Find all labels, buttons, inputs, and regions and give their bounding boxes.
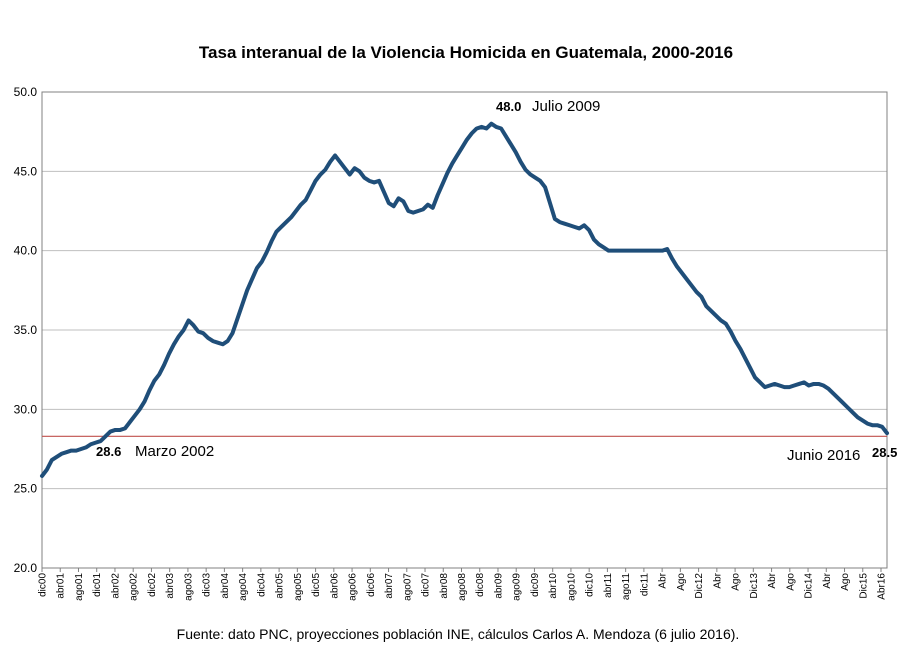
x-tick-label: dic11 (639, 573, 650, 597)
x-tick-label: dic02 (147, 573, 158, 597)
x-tick-label: ago08 (457, 573, 468, 601)
x-tick-label: abr03 (165, 573, 176, 599)
annotation-peak-label: Julio 2009 (532, 98, 600, 115)
annotation-end-value: 28.5 (872, 445, 897, 460)
x-tick-label: Dic14 (804, 573, 815, 599)
x-tick-label: abr02 (110, 573, 121, 599)
x-tick-label: Abr (767, 572, 778, 588)
annotation-min-2002-label: Marzo 2002 (135, 443, 214, 460)
x-tick-label: dic06 (366, 573, 377, 597)
x-tick-label: Abr (658, 572, 669, 588)
x-tick-label: dic09 (530, 573, 541, 597)
plot-frame (41, 91, 888, 569)
x-tick-label: Abr16 (877, 573, 888, 600)
x-tick-label: ago02 (129, 573, 140, 601)
x-tick-label: ago11 (621, 573, 632, 601)
x-tick-label: ago05 (293, 573, 304, 601)
x-tick-label: Dic15 (858, 573, 869, 599)
annotation-peak-value: 48.0 (496, 99, 521, 114)
y-tick-label: 50.0 (14, 85, 38, 99)
x-tick-label: Ago (676, 573, 687, 591)
x-tick-label: dic08 (475, 573, 486, 597)
x-tick-label: abr06 (329, 573, 340, 599)
x-tick-label: ago09 (512, 573, 523, 601)
x-tick-label: abr09 (493, 573, 504, 599)
x-tick-label: ago03 (183, 573, 194, 601)
x-tick-label: Ago (840, 573, 851, 591)
source-note: Fuente: dato PNC, proyecciones población… (177, 626, 740, 642)
x-tick-label: dic07 (421, 573, 432, 597)
x-tick-label: ago10 (566, 573, 577, 601)
chart-title: Tasa interanual de la Violencia Homicida… (199, 43, 733, 62)
x-tick-label: dic00 (38, 573, 49, 597)
x-tick-label: Dic12 (694, 573, 705, 599)
x-tick-label: Abr (712, 572, 723, 588)
x-tick-label: ago04 (238, 573, 249, 601)
x-tick-label: dic01 (92, 573, 103, 597)
y-tick-label: 45.0 (14, 164, 38, 178)
x-tick-label: abr01 (56, 573, 67, 599)
y-tick-label: 25.0 (14, 482, 38, 496)
y-axis-ticks: 20.0 25.0 30.0 35.0 40.0 45.0 50.0 (14, 85, 38, 575)
y-tick-label: 40.0 (14, 244, 38, 258)
x-tick-label: dic03 (202, 573, 213, 597)
annotation-min-2002-value: 28.6 (96, 444, 121, 459)
x-tick-label: Ago (785, 573, 796, 591)
x-tick-label: dic04 (256, 573, 267, 597)
y-tick-label: 35.0 (14, 323, 38, 337)
x-tick-label: abr08 (439, 573, 450, 599)
x-tick-label: Abr (822, 572, 833, 588)
x-tick-label: abr07 (384, 573, 395, 599)
x-axis-ticks: dic00 abr01 ago01 dic01 abr02 ago02 dic02 abr03… (38, 568, 888, 601)
x-tick-label: ago06 (348, 573, 359, 601)
x-tick-label: abr04 (220, 573, 231, 599)
x-tick-label: ago07 (402, 573, 413, 601)
x-tick-label: abr11 (603, 573, 614, 598)
x-tick-label: dic10 (585, 573, 596, 597)
annotation-end-label: Junio 2016 (787, 447, 860, 464)
x-tick-label: Ago (731, 573, 742, 591)
series-line (40, 121, 889, 478)
y-tick-label: 20.0 (14, 561, 38, 575)
x-tick-label: Dic13 (749, 573, 760, 599)
x-tick-label: abr10 (548, 573, 559, 599)
x-tick-label: dic05 (311, 573, 322, 597)
x-tick-label: abr05 (275, 573, 286, 599)
x-tick-label: ago01 (74, 573, 85, 601)
y-tick-label: 30.0 (14, 402, 38, 416)
